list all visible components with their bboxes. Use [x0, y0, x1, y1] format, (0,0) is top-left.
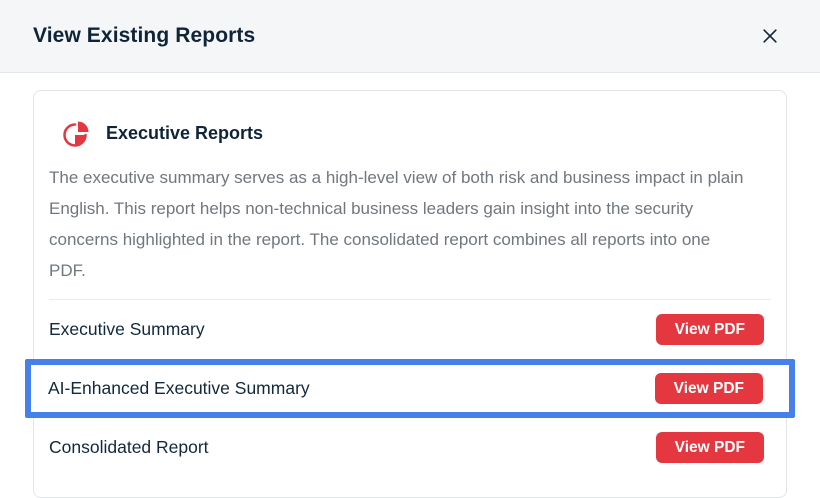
- view-pdf-button[interactable]: View PDF: [654, 373, 763, 404]
- modal-header: View Existing Reports: [0, 0, 820, 73]
- modal-body: Executive Reports The executive summary …: [0, 73, 820, 498]
- report-row-ai-enhanced-executive-summary: AI-Enhanced Executive Summary View PDF: [25, 359, 795, 418]
- section-title: Executive Reports: [106, 122, 264, 143]
- close-icon: [763, 29, 777, 43]
- divider: [49, 299, 771, 300]
- executive-reports-card: Executive Reports The executive summary …: [25, 90, 795, 498]
- pie-chart-icon: [61, 118, 91, 148]
- view-pdf-button[interactable]: View PDF: [655, 314, 764, 345]
- report-label: Consolidated Report: [49, 437, 209, 457]
- report-label: AI-Enhanced Executive Summary: [48, 378, 310, 398]
- report-row-consolidated-report: Consolidated Report View PDF: [49, 418, 771, 477]
- modal-title: View Existing Reports: [33, 24, 256, 47]
- close-button[interactable]: [758, 24, 782, 48]
- report-list: Executive Summary View PDF AI-Enhanced E…: [25, 300, 795, 477]
- report-row-executive-summary: Executive Summary View PDF: [49, 300, 771, 359]
- card-header: Executive Reports: [49, 118, 771, 148]
- view-pdf-button[interactable]: View PDF: [655, 432, 764, 463]
- report-label: Executive Summary: [49, 319, 205, 339]
- section-description: The executive summary serves as a high-l…: [49, 168, 744, 280]
